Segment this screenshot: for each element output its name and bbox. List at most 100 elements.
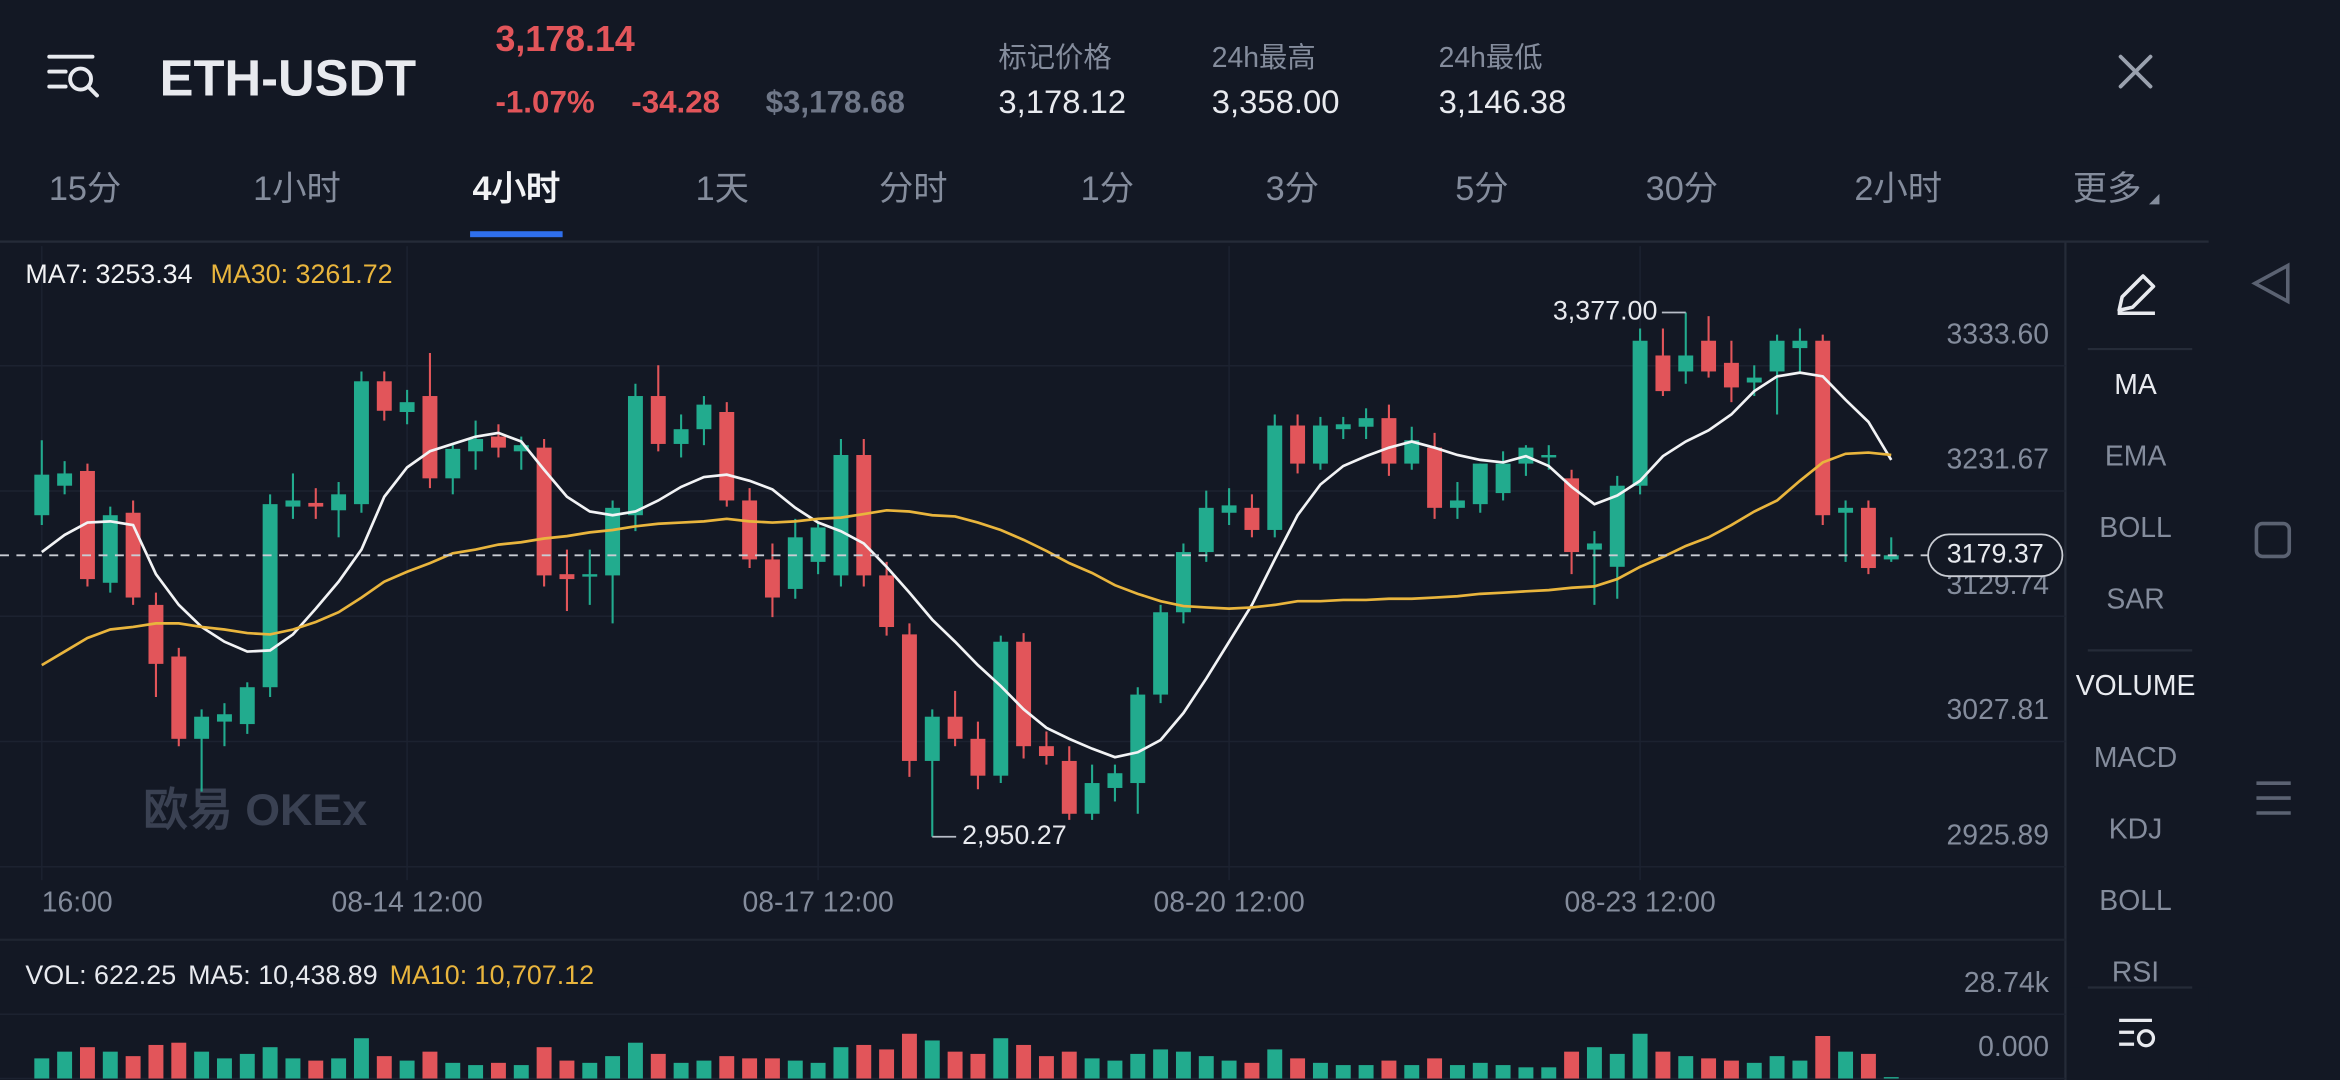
- candle-body: [924, 716, 940, 761]
- tab[interactable]: 30分: [1646, 170, 1718, 208]
- volume-bar: [1792, 1060, 1808, 1079]
- volume-bar: [1084, 1058, 1100, 1079]
- indicator-menu: MA EMA BOLL SAR VOLUME MACD KDJ BOLL RSI: [2076, 369, 2196, 989]
- stat-label: 24h最高: [1212, 42, 1316, 74]
- candle-body: [993, 641, 1009, 776]
- legend-entry: MA30: 3261.72: [210, 259, 392, 289]
- volume-bar: [1312, 1062, 1328, 1079]
- volume-bar: [57, 1051, 73, 1079]
- candle-body: [1586, 543, 1602, 550]
- volume-bar: [171, 1042, 187, 1079]
- volume-bar: [1518, 1067, 1534, 1079]
- candle-body: [1404, 440, 1420, 464]
- tab[interactable]: 2小时: [1854, 170, 1942, 208]
- stat-label: 24h最低: [1439, 42, 1543, 74]
- volume-bar: [924, 1040, 940, 1079]
- last-price-label: 3179.37: [1947, 538, 2044, 568]
- volume-bar: [1381, 1060, 1397, 1079]
- nav-menu[interactable]: [2256, 781, 2291, 815]
- volume-bar: [79, 1047, 95, 1079]
- close-button[interactable]: [2118, 54, 2153, 89]
- volume-bar: [331, 1058, 347, 1079]
- candle-body: [34, 474, 50, 516]
- indicator-main[interactable]: MA: [2114, 369, 2157, 401]
- y-tick-label: 0.000: [1978, 1031, 2049, 1063]
- stats: 标记价格 3,178.12 24h最高 3,358.00 24h最低 3,146.38: [998, 42, 1566, 120]
- volume-bar: [194, 1051, 210, 1079]
- volume-bar: [445, 1062, 461, 1079]
- volume-bar: [582, 1062, 598, 1079]
- tab[interactable]: 4小时: [473, 170, 561, 208]
- volume-bar: [810, 1062, 826, 1079]
- candle-body: [1541, 455, 1557, 458]
- candle-body: [353, 381, 369, 505]
- x-tick-label: 08-23 12:00: [1564, 886, 1715, 918]
- draw-tool-icon[interactable]: [2117, 274, 2156, 316]
- candle-body: [582, 574, 598, 577]
- volume-bar: [1198, 1056, 1214, 1079]
- x-tick-label: 08-20 12:00: [1153, 886, 1304, 918]
- candle-body: [1815, 340, 1831, 516]
- volume-bar: [1244, 1062, 1260, 1079]
- volume-bar: [468, 1065, 484, 1079]
- candle-body: [787, 537, 803, 589]
- tab[interactable]: 更多: [2073, 170, 2142, 208]
- indicator-sub[interactable]: MACD: [2094, 742, 2177, 774]
- candle-body: [1883, 555, 1899, 560]
- volume-bar: [216, 1058, 232, 1079]
- candle-body: [947, 716, 963, 739]
- indicator-main[interactable]: BOLL: [2099, 512, 2171, 544]
- candle-body: [513, 445, 529, 452]
- tab[interactable]: 1天: [696, 170, 749, 208]
- candle-body: [833, 455, 849, 576]
- nav-back[interactable]: [2251, 262, 2290, 305]
- volume-bar: [1107, 1060, 1123, 1079]
- volume-bar: [102, 1051, 118, 1079]
- candle-body: [901, 634, 917, 761]
- y-tick-label: 3027.81: [1947, 694, 2049, 726]
- candle-body: [1335, 424, 1351, 430]
- settings-icon[interactable]: [2119, 1018, 2156, 1048]
- volume-bar: [879, 1049, 895, 1079]
- candle-body: [1244, 507, 1260, 530]
- volume-bar: [1541, 1067, 1557, 1079]
- tab[interactable]: 分时: [879, 170, 948, 208]
- candle-body: [1792, 340, 1808, 349]
- candle-body: [810, 527, 826, 562]
- indicator-sub[interactable]: RSI: [2112, 957, 2159, 989]
- menu-icon[interactable]: [47, 54, 99, 98]
- volume-bar: [1153, 1049, 1169, 1079]
- tab[interactable]: 5分: [1455, 170, 1508, 208]
- tab[interactable]: 3分: [1266, 170, 1319, 208]
- indicator-main[interactable]: EMA: [2105, 440, 2167, 472]
- candle-body: [1061, 760, 1077, 814]
- volume-bar: [673, 1062, 689, 1079]
- indicator-sub[interactable]: VOLUME: [2076, 670, 2196, 702]
- candle-body: [696, 404, 712, 430]
- indicator-main[interactable]: SAR: [2106, 584, 2164, 616]
- indicator-sub[interactable]: KDJ: [2109, 813, 2163, 845]
- candle-body: [1312, 425, 1328, 464]
- tab[interactable]: 15分: [49, 170, 121, 208]
- candle-body: [1678, 355, 1694, 372]
- volume-bar: [696, 1060, 712, 1079]
- volume-bar: [742, 1058, 758, 1079]
- candle-body: [1564, 478, 1580, 553]
- price-chart: 3333.603231.673129.743027.812925.8916:00…: [0, 246, 2066, 918]
- volume-bar: [1564, 1051, 1580, 1079]
- candle-body: [1701, 340, 1717, 372]
- volume-bar: [1883, 1077, 1899, 1079]
- indicator-sub[interactable]: BOLL: [2099, 885, 2171, 917]
- candle-body: [1084, 783, 1100, 814]
- volume-bar: [1655, 1051, 1671, 1079]
- tab[interactable]: 1小时: [253, 170, 341, 208]
- candle-body: [1427, 447, 1443, 508]
- volume-bar: [1221, 1060, 1237, 1079]
- high-marker-label: 3,377.00: [1553, 296, 1658, 326]
- volume-bar: [1678, 1056, 1694, 1079]
- volume-bar: [650, 1053, 666, 1079]
- candle-body: [239, 687, 255, 725]
- tab[interactable]: 1分: [1081, 170, 1134, 208]
- nav-home[interactable]: [2254, 521, 2292, 559]
- candle-body: [308, 502, 324, 507]
